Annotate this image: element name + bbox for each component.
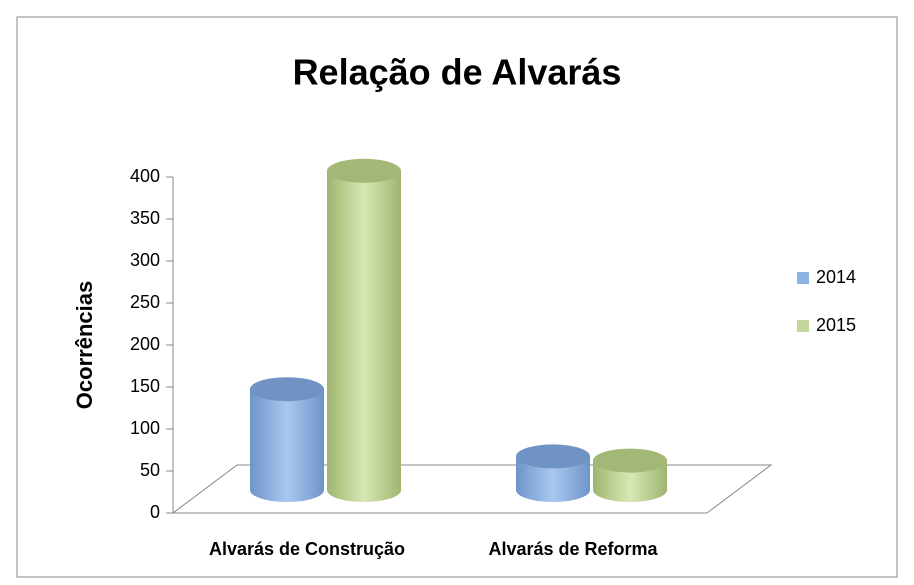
bar-top — [250, 377, 324, 402]
legend-swatch — [797, 320, 809, 332]
bar — [516, 456, 590, 502]
y-tick-label: 400 — [130, 166, 160, 186]
chart-title: Relação de Alvarás — [293, 52, 622, 93]
bar — [250, 389, 324, 502]
legend-swatch — [797, 272, 809, 284]
floor — [171, 464, 773, 514]
bar-top — [516, 444, 590, 469]
y-tick-label: 350 — [130, 208, 160, 228]
y-tick-label: 50 — [140, 460, 160, 480]
chart-frame — [16, 16, 898, 578]
y-tick-label: 250 — [130, 292, 160, 312]
y-axis-label: Ocorrências — [72, 281, 97, 409]
bar-top — [327, 158, 401, 183]
y-tick-label: 300 — [130, 250, 160, 270]
y-tick-label: 200 — [130, 334, 160, 354]
y-tick-label: 0 — [150, 502, 160, 522]
x-tick-label: Alvarás de Reforma — [488, 539, 658, 559]
y-tick-label: 150 — [130, 376, 160, 396]
bar-top — [593, 448, 667, 473]
x-tick-label: Alvarás de Construção — [209, 539, 405, 559]
bar — [327, 170, 401, 503]
legend-label: 2014 — [816, 267, 856, 287]
legend-label: 2015 — [816, 315, 856, 335]
y-tick-label: 100 — [130, 418, 160, 438]
